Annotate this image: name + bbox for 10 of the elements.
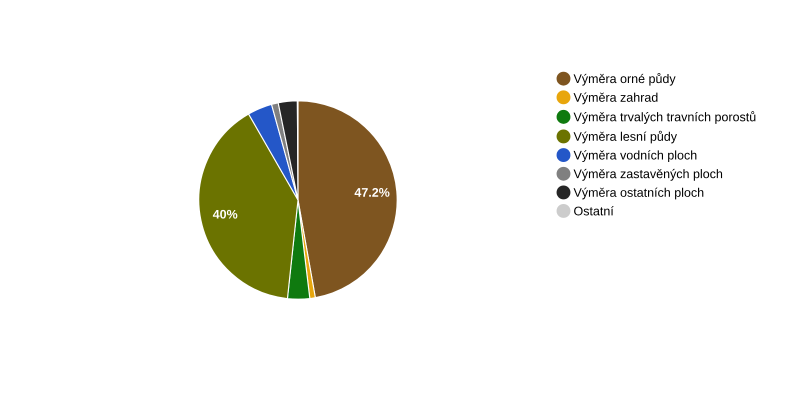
legend-label: Výměra lesní půdy bbox=[574, 130, 677, 144]
legend-label: Výměra zastavěných ploch bbox=[574, 168, 722, 181]
legend-label: Výměra vodních ploch bbox=[574, 150, 696, 162]
legend-label: Výměra ostatních ploch bbox=[574, 188, 704, 200]
legend-label: Výměra zahrad bbox=[574, 92, 658, 104]
legend-label: Výměra orné půdy bbox=[574, 72, 676, 86]
data-label: 47.2% bbox=[354, 188, 390, 197]
legend-label: Výměra trvalých travních porostů bbox=[574, 111, 756, 124]
data-label: 40% bbox=[212, 210, 238, 219]
legend-label: Ostatní bbox=[574, 206, 614, 216]
